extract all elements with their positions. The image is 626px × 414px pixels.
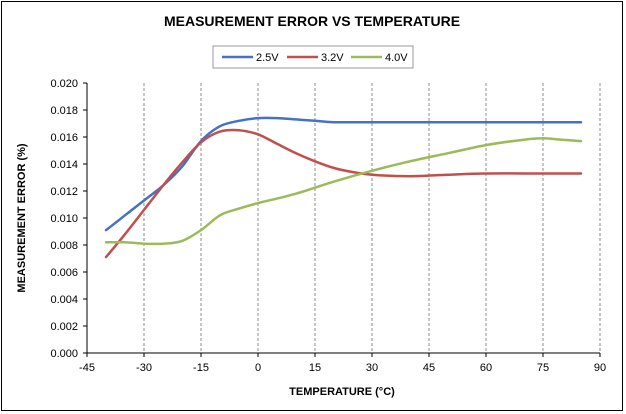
axes	[83, 82, 601, 357]
x-tick-label: 90	[594, 362, 606, 374]
x-tick-label: 15	[309, 362, 321, 374]
x-axis-title: TEMPERATURE (°C)	[289, 386, 395, 398]
y-tick-label: 0.012	[50, 186, 78, 198]
x-tick-label: 30	[366, 362, 378, 374]
chart-title: MEASUREMENT ERROR VS TEMPERATURE	[164, 13, 460, 29]
y-axis-title: MEASUREMENT ERROR (%)	[16, 143, 28, 292]
series-line-4-0v	[104, 137, 583, 246]
legend-label-4-0v: 4.0V	[385, 52, 408, 64]
x-tick-label: -45	[79, 362, 95, 374]
x-tick-label: -30	[136, 362, 152, 374]
x-tick-label: 75	[537, 362, 549, 374]
x-tick-label: -15	[193, 362, 209, 374]
legend-label-3-2v: 3.2V	[321, 52, 344, 64]
y-tick-label: 0.018	[50, 105, 78, 117]
legend-label-2-5v: 2.5V	[256, 52, 279, 64]
series-line-3-2v	[104, 128, 583, 259]
y-tick-label: 0.010	[50, 213, 78, 225]
x-tick-label: 45	[423, 362, 435, 374]
y-tick-label: 0.004	[50, 294, 78, 306]
y-tick-labels: 0.000 0.002 0.004 0.006 0.008 0.010 0.012 0.014…	[50, 78, 78, 360]
y-tick-label: 0.008	[50, 240, 78, 252]
y-tick-label: 0.016	[50, 132, 78, 144]
y-tick-label: 0.020	[50, 78, 78, 90]
y-tick-label: 0.014	[50, 159, 78, 171]
x-tick-label: 0	[255, 362, 261, 374]
y-tick-label: 0.000	[50, 348, 78, 360]
gridlines	[143, 83, 601, 353]
y-tick-label: 0.002	[50, 321, 78, 333]
x-tick-label: 60	[480, 362, 492, 374]
x-tick-labels: -45 -30 -15 0 15 30 45 60 75 90	[79, 362, 606, 374]
series-lines	[104, 116, 583, 259]
y-tick-label: 0.006	[50, 267, 78, 279]
legend: 2.5V 3.2V 4.0V	[212, 45, 414, 69]
